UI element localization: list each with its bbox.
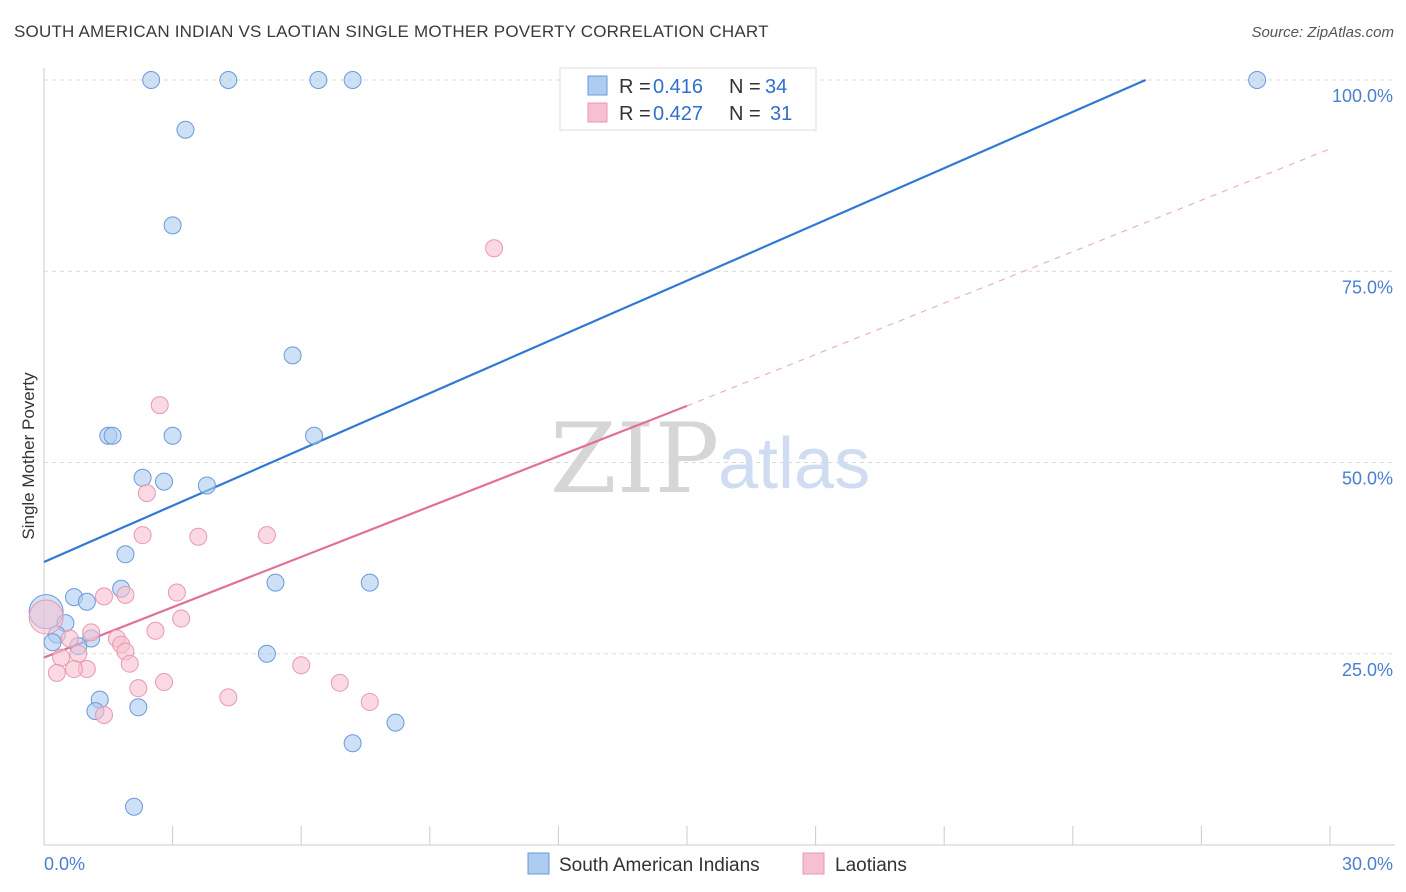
legend-n-value-2: 31 bbox=[770, 103, 792, 125]
legend-r-label-2: R = bbox=[619, 103, 651, 125]
trend-line-laotians-extension bbox=[686, 148, 1331, 407]
legend-swatch-blue bbox=[587, 75, 608, 96]
point-laotians-22 bbox=[47, 663, 66, 682]
point-south-american-indians-2 bbox=[309, 71, 328, 89]
point-south-american-indians-1 bbox=[219, 71, 238, 89]
watermark-zip: ZIP bbox=[550, 403, 719, 515]
point-south-american-indians-3 bbox=[343, 71, 362, 89]
y-tick-label-50: 50.0% bbox=[1342, 469, 1393, 489]
watermark-atlas: atlas bbox=[718, 424, 870, 504]
point-south-american-indians-18 bbox=[360, 573, 379, 592]
legend-n-label-1: N = bbox=[729, 76, 761, 98]
point-south-american-indians-12 bbox=[133, 468, 152, 487]
trend-line-laotians bbox=[43, 404, 688, 659]
chart-title: SOUTH AMERICAN INDIAN VS LAOTIAN SINGLE … bbox=[14, 22, 769, 41]
watermark: ZIP atlas bbox=[550, 403, 870, 515]
data-points bbox=[28, 71, 1267, 816]
x-tick-label-max: 30.0% bbox=[1342, 854, 1393, 874]
trend-lines bbox=[43, 78, 1331, 659]
point-laotians-28 bbox=[95, 705, 114, 724]
series-label-laotians: Laotians bbox=[835, 855, 907, 876]
point-south-american-indians-10 bbox=[163, 426, 182, 445]
point-south-american-indians-20 bbox=[77, 592, 96, 611]
point-laotians-9 bbox=[172, 609, 191, 628]
point-laotians-7 bbox=[95, 587, 114, 606]
legend-r-value-1: 0.416 bbox=[653, 76, 703, 98]
y-tick-label-75: 75.0% bbox=[1342, 277, 1393, 297]
point-laotians-25 bbox=[330, 673, 349, 692]
legend-r-label-1: R = bbox=[619, 76, 651, 98]
point-laotians-15 bbox=[69, 644, 88, 663]
point-south-american-indians-4 bbox=[1248, 71, 1267, 89]
point-south-american-indians-24 bbox=[43, 633, 62, 652]
point-laotians-8 bbox=[116, 585, 135, 604]
point-south-american-indians-0 bbox=[142, 71, 161, 89]
point-south-american-indians-31 bbox=[343, 734, 362, 753]
series-swatch-pink bbox=[802, 852, 825, 875]
point-south-american-indians-17 bbox=[266, 573, 285, 592]
legend-n-label-2: N = bbox=[729, 103, 761, 125]
point-south-american-indians-7 bbox=[283, 346, 302, 365]
point-south-american-indians-29 bbox=[129, 698, 148, 717]
y-tick-label-100: 100.0% bbox=[1332, 86, 1393, 106]
point-laotians-0 bbox=[485, 239, 504, 258]
trend-line-south-american-indians bbox=[43, 78, 1147, 563]
point-laotians-1 bbox=[150, 396, 169, 415]
point-laotians-23 bbox=[155, 673, 174, 692]
point-laotians-4 bbox=[189, 527, 208, 546]
correlation-legend: R = 0.416 N = 34 R = 0.427 N = 31 bbox=[559, 67, 817, 131]
point-laotians-19 bbox=[292, 656, 311, 675]
point-laotians-12 bbox=[60, 629, 79, 648]
point-south-american-indians-14 bbox=[197, 476, 216, 495]
series-swatch-blue bbox=[527, 852, 550, 875]
point-laotians-10 bbox=[146, 621, 165, 640]
point-south-american-indians-30 bbox=[386, 713, 405, 732]
point-south-american-indians-32 bbox=[125, 797, 144, 816]
point-south-american-indians-26 bbox=[257, 644, 276, 663]
legend-swatch-pink bbox=[587, 102, 608, 123]
point-south-american-indians-15 bbox=[116, 545, 135, 564]
point-laotians-6 bbox=[167, 583, 186, 602]
source-credit: Source: ZipAtlas.com bbox=[1251, 24, 1394, 41]
point-laotians-18 bbox=[120, 654, 139, 673]
y-tick-label-25: 25.0% bbox=[1342, 660, 1393, 680]
grid-lines: 25.0% 50.0% 75.0% 100.0% bbox=[44, 79, 1395, 680]
legend-r-value-2: 0.427 bbox=[653, 103, 703, 125]
point-laotians-5 bbox=[257, 526, 276, 545]
point-laotians-3 bbox=[133, 526, 152, 545]
series-legend: South American Indians Laotians bbox=[527, 852, 907, 876]
legend-n-value-1: 34 bbox=[765, 76, 787, 98]
point-laotians-27 bbox=[360, 692, 379, 711]
y-axis-label: Single Mother Poverty bbox=[19, 372, 38, 540]
series-label-south-american-indians: South American Indians bbox=[559, 855, 760, 876]
point-laotians-11 bbox=[82, 623, 101, 642]
x-tick-label-min: 0.0% bbox=[44, 854, 85, 874]
point-south-american-indians-6 bbox=[163, 216, 182, 235]
point-south-american-indians-13 bbox=[155, 472, 174, 491]
point-laotians-2 bbox=[137, 484, 156, 503]
point-laotians-26 bbox=[219, 688, 238, 707]
point-south-american-indians-9 bbox=[103, 426, 122, 445]
point-laotians-large-0 bbox=[28, 599, 64, 635]
point-south-american-indians-5 bbox=[176, 120, 195, 139]
point-laotians-21 bbox=[65, 660, 84, 679]
axes: 0.0% 30.0% bbox=[43, 68, 1395, 874]
point-south-american-indians-11 bbox=[305, 426, 324, 445]
point-laotians-24 bbox=[129, 679, 148, 698]
